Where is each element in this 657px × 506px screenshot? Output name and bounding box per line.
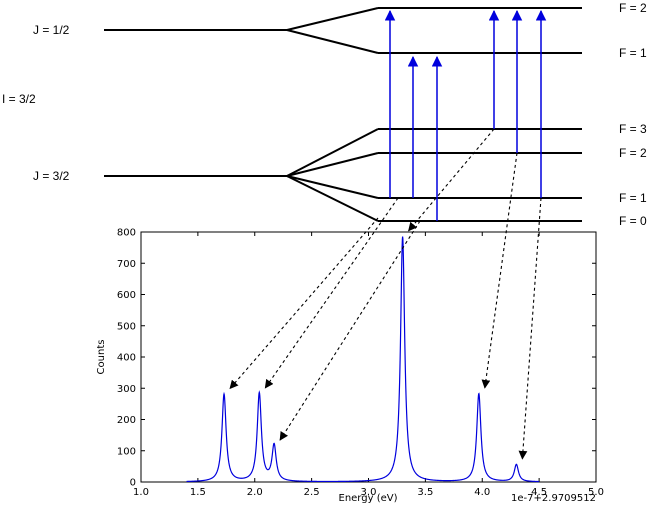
x-axis-ticks: 1.0 1.5 2.0 2.5 3.0 3.5 4.0 4.5 5.0 bbox=[133, 232, 604, 498]
y-axis-ticks: 0 100 200 300 400 500 600 700 800 bbox=[117, 228, 596, 489]
energy-level-diagram bbox=[104, 7, 582, 222]
plot-frame bbox=[140, 231, 597, 483]
spectrum-plot: 1.0 1.5 2.0 2.5 3.0 3.5 4.0 4.5 5.0 0 100 200 300 40… bbox=[96, 228, 604, 505]
spectrum-line bbox=[186, 236, 540, 483]
y-tick-label: 200 bbox=[117, 415, 136, 426]
y-tick-label: 500 bbox=[117, 321, 136, 332]
x-tick-label: 2.5 bbox=[304, 487, 320, 498]
y-tick-label: 400 bbox=[117, 353, 136, 364]
upper-split-line-f2 bbox=[286, 7, 379, 31]
lower-split-line-f2 bbox=[286, 152, 379, 177]
y-tick-label: 0 bbox=[130, 478, 136, 489]
y-tick-label: 300 bbox=[117, 384, 136, 395]
x-tick-label: 1.5 bbox=[190, 487, 206, 498]
lower-split-line-f1 bbox=[286, 175, 379, 199]
peak-link-arrow bbox=[481, 152, 518, 389]
upper-j-label: J = 1/2 bbox=[33, 23, 70, 37]
peak-link-arrow bbox=[408, 128, 495, 232]
lower-split-line-f0 bbox=[286, 175, 379, 222]
peak-link-arrow bbox=[229, 217, 379, 390]
peak-link-arrow bbox=[264, 197, 399, 389]
nuclear-spin-label: I = 3/2 bbox=[2, 92, 36, 106]
x-offset-label: 1e-7+2.9709512 bbox=[511, 493, 596, 504]
upper-split-line-f1 bbox=[286, 29, 379, 54]
x-tick-label: 5.0 bbox=[588, 487, 604, 498]
peak-link-arrows bbox=[229, 128, 542, 460]
lower-j-label: J = 3/2 bbox=[33, 169, 70, 183]
lower-f2-label: F = 2 bbox=[619, 146, 647, 160]
peak-link-arrow bbox=[518, 197, 542, 460]
x-tick-label: 4.0 bbox=[474, 487, 490, 498]
upper-f2-label: F = 2 bbox=[619, 1, 647, 15]
lower-f3-label: F = 3 bbox=[619, 122, 647, 136]
transition-arrows bbox=[384, 9, 547, 221]
y-tick-label: 100 bbox=[117, 446, 136, 457]
x-tick-label: 2.0 bbox=[247, 487, 263, 498]
y-tick-label: 700 bbox=[117, 259, 136, 270]
y-tick-label: 800 bbox=[117, 228, 136, 239]
lower-split-line-f3 bbox=[286, 128, 379, 177]
x-tick-label: 3.0 bbox=[361, 487, 377, 498]
y-tick-label: 600 bbox=[117, 290, 136, 301]
lower-f1-label: F = 1 bbox=[619, 191, 647, 205]
x-axis-label: Energy (eV) bbox=[339, 493, 398, 504]
upper-f1-label: F = 1 bbox=[619, 46, 647, 60]
y-axis-label: Counts bbox=[96, 340, 107, 375]
x-tick-label: 1.0 bbox=[133, 487, 149, 498]
lower-f0-label: F = 0 bbox=[619, 214, 647, 228]
peak-link-arrow bbox=[279, 220, 421, 441]
x-tick-label: 3.5 bbox=[417, 487, 433, 498]
x-tick-label: 4.5 bbox=[531, 487, 547, 498]
